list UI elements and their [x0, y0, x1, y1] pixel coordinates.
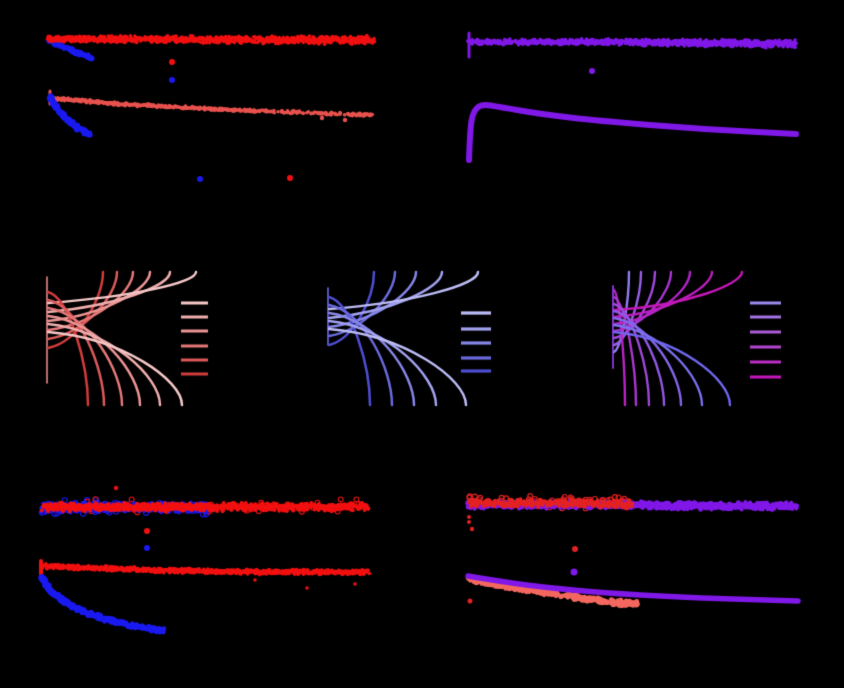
figure: [0, 0, 844, 688]
figure-canvas: [0, 0, 844, 688]
